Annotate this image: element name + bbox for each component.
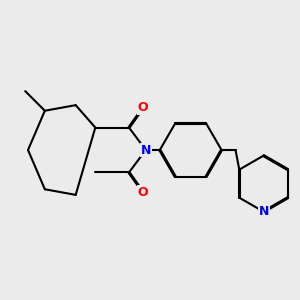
Text: N: N — [141, 143, 151, 157]
Text: O: O — [138, 101, 148, 114]
Text: N: N — [258, 205, 269, 218]
Text: O: O — [138, 186, 148, 199]
